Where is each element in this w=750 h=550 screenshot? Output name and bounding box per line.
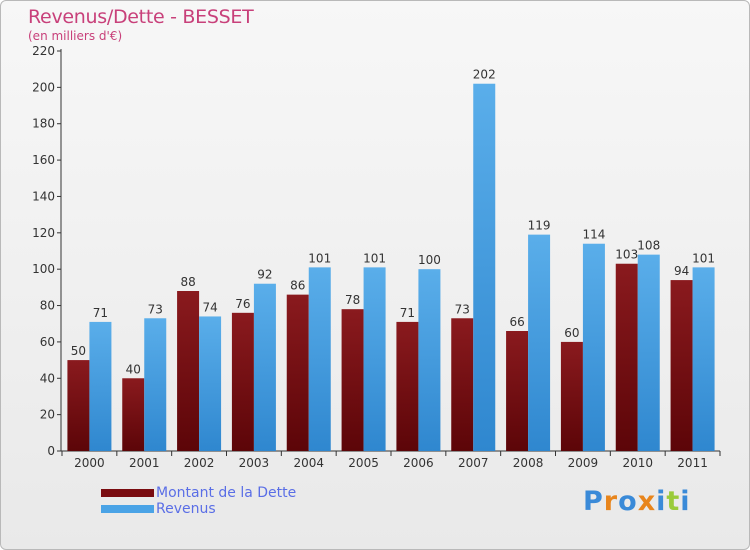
x-tick-label: 2005 (348, 456, 379, 470)
data-label: 108 (637, 239, 660, 253)
logo-letter: r (603, 486, 619, 517)
data-label: 71 (400, 306, 415, 320)
data-label: 60 (564, 326, 579, 340)
data-label: 76 (235, 297, 250, 311)
data-label: 71 (93, 306, 108, 320)
x-tick-label: 2007 (458, 456, 489, 470)
bar-dette (396, 321, 419, 451)
bar-revenus (363, 267, 386, 451)
data-label: 103 (615, 248, 638, 262)
y-tick-label: 160 (32, 153, 55, 167)
legend-swatch-revenus (101, 505, 154, 513)
x-tick-label: 2003 (239, 456, 270, 470)
data-label: 86 (290, 279, 305, 293)
chart-subtitle: (en milliers d'€) (28, 29, 123, 43)
logo-letter: P (583, 486, 604, 517)
x-tick-label: 2004 (293, 456, 324, 470)
logo-letter: x (637, 486, 657, 517)
bar-dette (506, 331, 529, 451)
y-tick-label: 120 (32, 226, 55, 240)
bar-revenus (528, 234, 551, 451)
y-tick-label: 140 (32, 189, 55, 203)
logo-letter: o (618, 486, 638, 517)
bar-revenus (308, 267, 331, 451)
data-label: 88 (180, 275, 195, 289)
data-label: 92 (257, 268, 272, 282)
bar-revenus (89, 321, 112, 451)
data-label: 100 (418, 253, 441, 267)
data-label: 74 (202, 300, 217, 314)
bar-revenus (144, 318, 167, 451)
logo-letter: i (656, 486, 667, 517)
bar-dette (231, 312, 254, 451)
proxiti-logo: Proxiti (583, 486, 691, 517)
legend-swatch-dette (101, 489, 154, 497)
bar-revenus (637, 254, 660, 451)
bar-revenus (582, 243, 605, 451)
data-label: 101 (692, 251, 715, 265)
y-tick-label: 100 (32, 262, 55, 276)
y-tick-label: 220 (32, 44, 55, 58)
logo-letter: i (680, 486, 691, 517)
x-tick-label: 2002 (184, 456, 215, 470)
bar-dette (615, 263, 638, 451)
data-label: 50 (71, 344, 86, 358)
data-label: 73 (455, 302, 470, 316)
bar-revenus (253, 283, 276, 451)
bar-revenus (199, 316, 222, 451)
x-tick-label: 2009 (568, 456, 599, 470)
x-tick-label: 2006 (403, 456, 434, 470)
y-tick-label: 180 (32, 117, 55, 131)
data-label: 101 (363, 251, 386, 265)
bar-revenus (692, 267, 715, 451)
y-tick-label: 40 (40, 371, 55, 385)
chart-title: Revenus/Dette - BESSET (28, 6, 254, 28)
bar-dette (122, 378, 145, 451)
bar-dette (177, 291, 200, 451)
y-tick-label: 200 (32, 80, 55, 94)
y-tick-label: 20 (40, 408, 55, 422)
data-label: 66 (509, 315, 524, 329)
x-tick-label: 2010 (622, 456, 653, 470)
bar-revenus (418, 269, 441, 451)
data-label: 73 (148, 302, 163, 316)
legend-label-dette: Montant de la Dette (156, 485, 297, 501)
bar-dette (451, 318, 474, 451)
x-tick-label: 2008 (513, 456, 544, 470)
x-tick-label: 2001 (129, 456, 160, 470)
data-label: 94 (674, 264, 689, 278)
y-tick-label: 80 (40, 299, 55, 313)
y-tick-label: 60 (40, 335, 55, 349)
data-label: 114 (582, 228, 605, 242)
data-label: 78 (345, 293, 360, 307)
logo-letter: t (666, 486, 681, 517)
data-label: 40 (126, 362, 141, 376)
x-tick-label: 2000 (74, 456, 105, 470)
bar-dette (560, 341, 583, 451)
data-label: 202 (473, 68, 496, 82)
y-tick-label: 0 (47, 444, 55, 458)
bar-dette (286, 294, 309, 451)
data-label: 119 (528, 219, 551, 233)
data-label: 101 (308, 251, 331, 265)
x-tick-label: 2011 (677, 456, 708, 470)
bar-dette (67, 360, 90, 451)
legend-label-revenus: Revenus (156, 501, 216, 517)
bar-dette (341, 309, 364, 451)
bar-revenus (473, 83, 496, 452)
bar-dette (670, 280, 693, 451)
